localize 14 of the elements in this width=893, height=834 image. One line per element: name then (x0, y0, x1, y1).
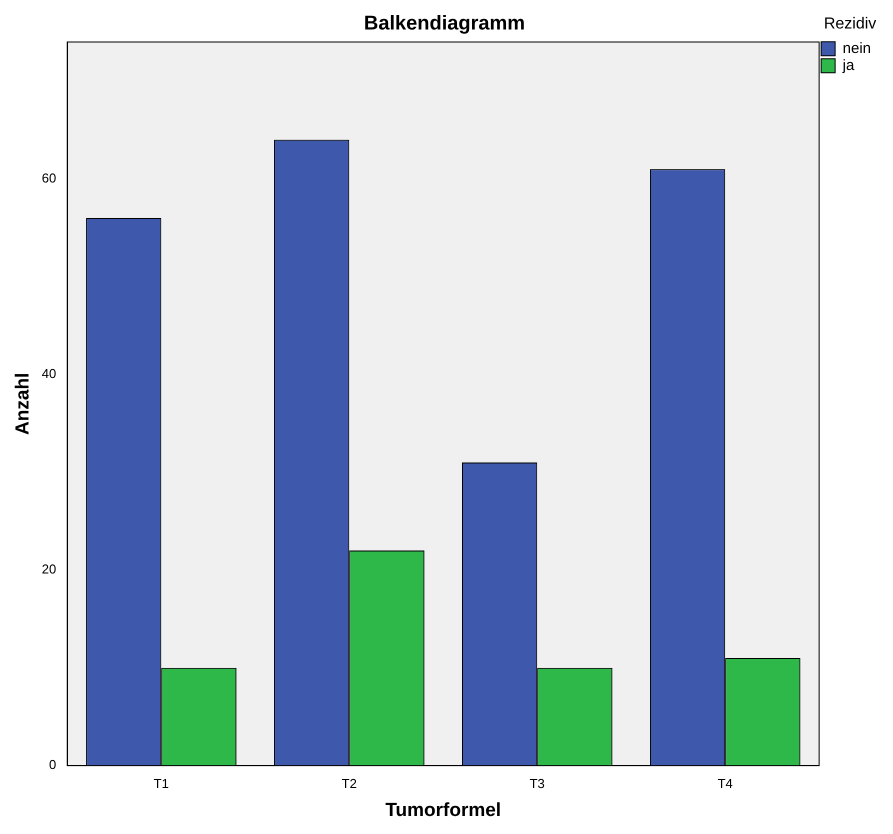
y-tick-label: 20 (42, 562, 56, 577)
x-tick-label: T3 (530, 776, 545, 791)
legend-label: ja (842, 56, 855, 74)
legend-label: nein (842, 40, 871, 57)
x-axis-title: Tumorformel (385, 800, 502, 821)
y-axis-title: Anzahl (12, 372, 34, 435)
chart-title: Balkendiagramm (364, 12, 526, 35)
x-tick-label: T1 (154, 776, 169, 791)
y-tick-label: 60 (42, 170, 56, 186)
legend-title: Rezidiv (824, 15, 876, 32)
y-tick-label: 0 (49, 757, 56, 772)
x-tick-label: T2 (342, 776, 357, 791)
x-tick-label: T4 (718, 776, 733, 791)
y-tick-label: 40 (42, 366, 56, 382)
